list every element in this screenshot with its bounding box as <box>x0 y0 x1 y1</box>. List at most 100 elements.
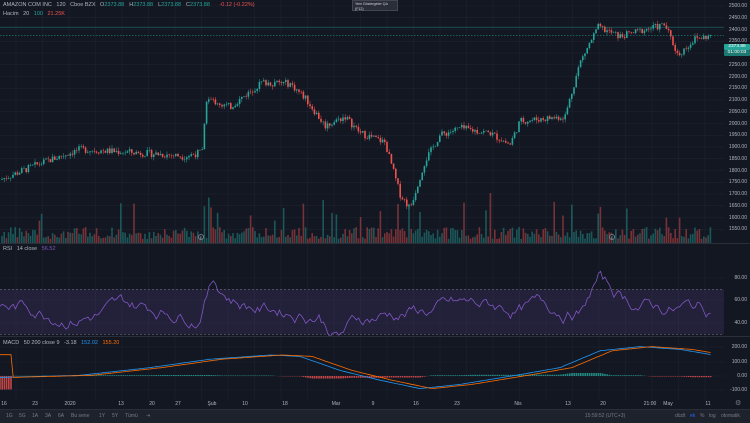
range-button[interactable]: Bu sene <box>71 413 89 419</box>
macd-hist-bar <box>400 376 402 378</box>
macd-hist-bar <box>103 375 105 376</box>
macd-hist-bar <box>642 375 644 376</box>
scale-option[interactable]: % <box>700 413 704 419</box>
candle-body <box>479 133 481 134</box>
macd-hist-bar <box>338 376 340 379</box>
scale-option[interactable]: ek <box>690 413 695 419</box>
volume-bar <box>536 229 538 243</box>
volume-bar <box>157 233 159 243</box>
earnings-marker[interactable]: E <box>609 234 615 240</box>
candle-body <box>641 29 643 33</box>
candle-body <box>435 146 437 147</box>
volume-bar <box>217 213 219 243</box>
macd-hist-bar <box>439 375 441 376</box>
candle-body <box>320 119 322 122</box>
macd-hist-bar <box>158 375 160 376</box>
macd-chart[interactable] <box>0 337 724 399</box>
macd-hist-bar <box>466 375 468 376</box>
candle-body <box>25 168 27 172</box>
volume-bar <box>549 236 551 243</box>
candle-body <box>635 29 637 33</box>
range-button[interactable]: 5G <box>19 413 26 419</box>
candle-body <box>373 136 375 137</box>
rsi-chart[interactable] <box>0 244 724 336</box>
volume-bar <box>138 233 140 243</box>
candle-body <box>410 205 412 206</box>
range-button[interactable]: 1A <box>32 413 38 419</box>
candle-body <box>571 94 573 99</box>
macd-label[interactable]: MACD <box>3 340 19 346</box>
volume-label[interactable]: Hacim <box>3 11 19 17</box>
macd-hist-bar <box>452 375 454 376</box>
volume-bar <box>657 230 659 243</box>
volume-bar <box>10 227 12 243</box>
range-button[interactable]: Tümü <box>125 413 138 419</box>
range-button[interactable]: 6A <box>58 413 64 419</box>
settings-gear-icon[interactable]: ⚙ <box>735 399 741 407</box>
candle-body <box>36 162 38 164</box>
candle-body <box>639 29 641 30</box>
time-axis-label: 18 <box>282 401 288 407</box>
scale-option[interactable]: düzlt <box>675 413 686 419</box>
candle-body <box>160 154 162 155</box>
grid <box>0 337 724 399</box>
rsi-label[interactable]: RSI <box>3 246 12 252</box>
candle-body <box>415 193 417 200</box>
volume-bar <box>96 228 98 243</box>
volume-bar <box>54 235 56 243</box>
volume-bar <box>567 232 569 243</box>
macd-hist-bar <box>307 376 309 378</box>
macd-hist-bar <box>556 375 558 376</box>
earnings-marker[interactable]: E <box>198 234 204 240</box>
volume-bar <box>551 236 553 243</box>
macd-hist-bar <box>197 375 199 376</box>
candle-body <box>162 154 164 157</box>
bottom-toolbar: 15:59:52 (UTC+3) 1G 5G 1A 3A 6A Bu sene 1Y 5Y Tü… <box>0 409 750 423</box>
symbol-name[interactable]: AMAZON COM INC <box>3 2 52 8</box>
candle-body <box>107 148 109 152</box>
volume-bar <box>600 207 602 243</box>
price-chart[interactable] <box>0 0 724 243</box>
macd-hist-bar <box>342 376 344 378</box>
range-button[interactable]: 1Y <box>99 413 105 419</box>
macd-hist-bar <box>417 376 419 378</box>
candle-body <box>23 168 25 169</box>
range-button[interactable]: 3A <box>45 413 51 419</box>
volume-bar <box>386 232 388 243</box>
candle-body <box>144 156 146 157</box>
rsi-pane[interactable]: RSI 14 close 56.52 <box>0 244 724 336</box>
macd-hist-bar <box>8 376 10 389</box>
range-button[interactable]: 1G <box>6 413 13 419</box>
scale-option[interactable]: log <box>709 413 716 419</box>
rsi-band <box>0 289 724 334</box>
scale-option[interactable]: otomatik <box>721 413 740 419</box>
candle-body <box>105 151 107 153</box>
macd-hist-bar <box>0 376 1 390</box>
macd-hist-bar <box>474 375 476 376</box>
time-axis-label: 16 <box>413 401 419 407</box>
price-axis[interactable]: 2500.002450.002400.002350.002300.002250.… <box>724 0 750 243</box>
volume-bar <box>426 230 428 243</box>
candle-body <box>483 131 485 133</box>
volume-bar <box>461 230 463 243</box>
macd-pane[interactable]: MACD 50 200 close 9 -3.18 152.02 155.20 <box>0 337 724 399</box>
macd-hist-bar <box>237 375 239 376</box>
candle-body <box>355 126 357 127</box>
time-axis-label: 27 <box>175 401 181 407</box>
volume-bar <box>39 221 41 243</box>
candle-body <box>230 103 232 109</box>
volume-bar <box>85 227 87 243</box>
candle-body <box>223 105 225 107</box>
macd-hist-bar <box>446 375 448 376</box>
range-button[interactable]: 5Y <box>112 413 118 419</box>
macd-hist-bar <box>114 375 116 376</box>
candle-body <box>252 92 254 93</box>
time-axis-label: 13 <box>565 401 571 407</box>
candle-body <box>250 92 252 93</box>
date-range-icon[interactable]: ⇥ <box>146 413 150 419</box>
clock[interactable]: 15:59:52 (UTC+3) <box>585 413 625 419</box>
